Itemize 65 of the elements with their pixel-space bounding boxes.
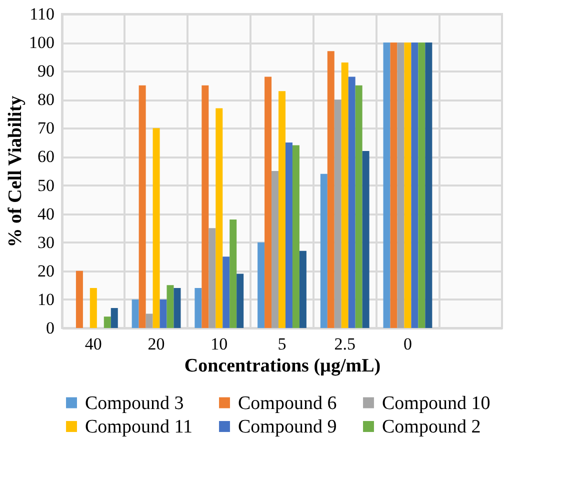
bar xyxy=(104,316,111,328)
bar xyxy=(425,42,432,328)
bar xyxy=(152,128,160,328)
bar xyxy=(320,174,328,328)
legend-label: Compound 11 xyxy=(85,416,192,438)
bar xyxy=(285,142,292,328)
bar xyxy=(110,308,118,328)
y-axis-title: % of Cell Viability xyxy=(5,95,26,248)
bar xyxy=(258,242,265,328)
bar xyxy=(76,270,83,328)
bar xyxy=(230,220,237,328)
y-tick-label: 50 xyxy=(38,176,54,195)
y-tick-label: 80 xyxy=(38,90,54,110)
bar xyxy=(355,85,362,328)
bar xyxy=(411,42,418,328)
y-tick-label: 0 xyxy=(46,318,54,338)
y-tick-label: 60 xyxy=(38,147,54,166)
bar xyxy=(208,228,216,328)
bar xyxy=(166,285,174,328)
bar xyxy=(390,42,398,328)
legend-label: Compound 3 xyxy=(85,392,184,414)
bar xyxy=(146,314,153,328)
bar xyxy=(202,85,209,328)
bar xyxy=(132,299,139,328)
bar xyxy=(264,76,272,328)
bar xyxy=(174,288,181,328)
bar xyxy=(160,299,167,328)
bar xyxy=(383,42,390,328)
y-tick-label: 90 xyxy=(38,62,54,81)
bar xyxy=(404,42,412,328)
y-tick-label: 30 xyxy=(38,232,54,252)
bar xyxy=(341,62,348,328)
y-tick-label: 40 xyxy=(38,204,54,224)
y-tick-label: 110 xyxy=(30,4,54,24)
bar xyxy=(299,250,306,328)
bar xyxy=(272,171,279,328)
bar xyxy=(90,288,97,328)
y-tick-label: 20 xyxy=(38,261,54,280)
bar xyxy=(138,85,146,328)
legend-label: Compound 6 xyxy=(238,392,337,414)
legend-label: Compound 9 xyxy=(238,416,337,438)
bar xyxy=(327,51,334,328)
bar xyxy=(418,42,426,328)
x-tick-label: 2.5 xyxy=(334,334,356,354)
y-tick-label: 100 xyxy=(29,33,54,52)
y-tick-label: 10 xyxy=(38,290,54,309)
bar xyxy=(334,100,342,328)
bar xyxy=(278,91,286,328)
x-tick-label: 40 xyxy=(84,334,102,354)
bar xyxy=(222,256,230,328)
bar xyxy=(348,76,356,328)
y-tick-label: 70 xyxy=(38,118,54,138)
bar xyxy=(362,151,370,328)
legend-label: Compound 10 xyxy=(382,392,490,414)
x-tick-label: 10 xyxy=(210,334,228,354)
bar xyxy=(397,42,404,328)
bar xyxy=(194,288,202,328)
x-tick-label: 0 xyxy=(403,334,412,354)
x-tick-label: 5 xyxy=(278,334,286,354)
x-tick-label: 20 xyxy=(148,334,165,354)
bar xyxy=(216,108,223,328)
bar xyxy=(236,274,244,328)
legend-label: Compound 2 xyxy=(382,416,481,438)
x-axis-title: Concentrations (µg/mL) xyxy=(184,356,381,376)
bar xyxy=(292,145,300,328)
